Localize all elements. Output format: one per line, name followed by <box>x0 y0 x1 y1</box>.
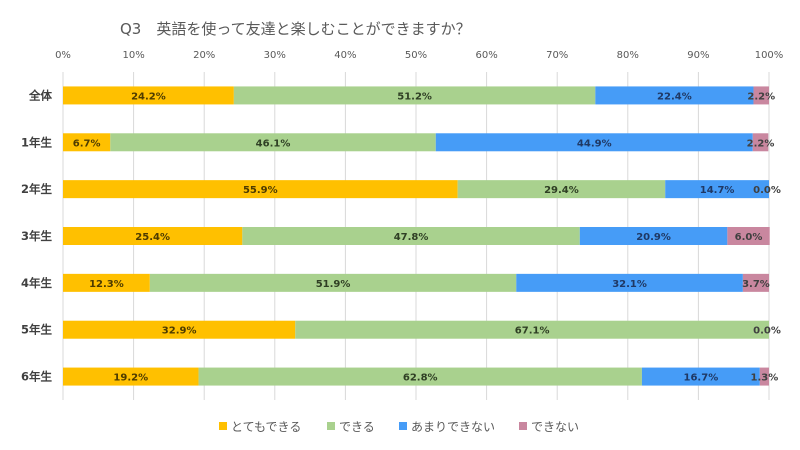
bar-segment <box>63 273 150 292</box>
x-axis-ticks: 0% 10% 20% 30% 40% 50% 60% 70% 80% 90% 100% <box>55 50 783 61</box>
data-label: 2.2% <box>747 91 775 102</box>
data-label: 20.9% <box>636 232 671 243</box>
bar-segment <box>63 86 234 105</box>
x-tick-label: 30% <box>264 50 286 61</box>
bar-row: 32.9% 67.1% 0.0% <box>63 320 781 339</box>
legend-label: できない <box>531 420 579 434</box>
data-label: 32.1% <box>612 279 647 290</box>
bar-segment <box>110 133 436 152</box>
legend-item: できる <box>327 420 375 434</box>
category-label: 全体 <box>28 88 52 102</box>
x-tick-label: 60% <box>475 50 497 61</box>
x-tick-label: 0% <box>55 50 71 61</box>
bar-segment <box>579 227 728 245</box>
x-tick-label: 10% <box>122 50 144 61</box>
x-tick-label: 90% <box>687 50 709 61</box>
bar-segment <box>742 273 769 292</box>
data-label: 14.7% <box>700 185 735 196</box>
legend-label: とてもできる <box>231 420 301 434</box>
data-label: 44.9% <box>577 138 612 149</box>
legend-item: とてもできる <box>219 420 301 434</box>
category-label: 1年生 <box>21 135 53 149</box>
data-label: 6.0% <box>735 232 763 243</box>
data-label: 12.3% <box>89 279 124 290</box>
data-label: 19.2% <box>113 373 148 384</box>
bar-segment <box>641 367 760 386</box>
data-label: 22.4% <box>657 91 692 102</box>
legend-swatch <box>219 422 227 430</box>
data-label: 24.2% <box>131 91 166 102</box>
bar-segment <box>295 320 769 339</box>
bar-segment <box>435 133 753 152</box>
bar-segment <box>595 86 754 105</box>
data-label: 32.9% <box>162 326 197 337</box>
chart-title: Q3 英語を使って友達と楽しむことができますか？ <box>120 20 471 38</box>
x-tick-label: 70% <box>546 50 568 61</box>
bar-segment <box>752 133 769 152</box>
data-label: 2.2% <box>747 138 775 149</box>
legend-label: できる <box>339 420 375 434</box>
bar-segment <box>63 180 458 199</box>
data-label: 62.8% <box>403 373 438 384</box>
category-label: 6年生 <box>21 370 53 384</box>
bars: 24.2% 51.2% 22.4% 2.2% 6.7% 46.1% 44.9% 2.2% 55.… <box>63 86 781 386</box>
data-label: 0.0% <box>753 185 781 196</box>
x-tick-label: 20% <box>193 50 215 61</box>
bar-segment <box>759 367 769 386</box>
x-tick-label: 100% <box>755 50 784 61</box>
legend-item: できない <box>519 420 579 434</box>
category-label: 4年生 <box>21 276 53 290</box>
bar-segment <box>149 273 517 292</box>
bar-segment <box>63 227 243 245</box>
legend: とてもできる できる あまりできない できない <box>219 420 579 434</box>
bar-row: 19.2% 62.8% 16.7% 1.3% <box>63 367 779 386</box>
bar-segment <box>63 320 296 339</box>
data-label: 46.1% <box>256 138 291 149</box>
bar-segment <box>198 367 642 386</box>
legend-item: あまりできない <box>399 420 495 434</box>
bar-row: 6.7% 46.1% 44.9% 2.2% <box>63 133 775 152</box>
bar-row: 12.3% 51.9% 32.1% 3.7% <box>63 273 770 292</box>
bar-segment <box>665 180 769 199</box>
data-label: 1.3% <box>751 373 779 384</box>
y-axis-categories: 全体 1年生 2年生 3年生 4年生 5年生 6年生 <box>21 88 53 383</box>
data-label: 16.7% <box>684 373 719 384</box>
data-label: 47.8% <box>394 232 429 243</box>
data-label: 55.9% <box>243 185 278 196</box>
data-label: 51.9% <box>316 279 351 290</box>
bar-segment <box>63 367 199 386</box>
data-label: 0.0% <box>753 326 781 337</box>
bar-segment <box>457 180 666 199</box>
data-label: 29.4% <box>544 185 579 196</box>
bar-row: 25.4% 47.8% 20.9% 6.0% <box>63 227 770 245</box>
bar-segment <box>233 86 596 105</box>
data-label: 3.7% <box>742 279 770 290</box>
data-label: 67.1% <box>515 326 550 337</box>
x-tick-label: 80% <box>617 50 639 61</box>
data-label: 51.2% <box>397 91 432 102</box>
bar-segment <box>63 133 111 152</box>
x-tick-label: 40% <box>334 50 356 61</box>
category-label: 5年生 <box>21 323 53 337</box>
bar-segment <box>516 273 743 292</box>
bar-row: 55.9% 29.4% 14.7% 0.0% <box>63 180 781 199</box>
legend-swatch <box>327 422 335 430</box>
bar-segment <box>727 227 770 245</box>
legend-label: あまりできない <box>411 420 495 434</box>
x-tick-label: 50% <box>405 50 427 61</box>
legend-swatch <box>519 422 527 430</box>
category-label: 3年生 <box>21 229 53 243</box>
bar-segment <box>753 86 769 105</box>
data-label: 6.7% <box>73 138 101 149</box>
category-label: 2年生 <box>21 182 53 196</box>
legend-swatch <box>399 422 407 430</box>
data-label: 25.4% <box>135 232 170 243</box>
bar-row: 24.2% 51.2% 22.4% 2.2% <box>63 86 775 105</box>
bar-segment <box>242 227 580 245</box>
